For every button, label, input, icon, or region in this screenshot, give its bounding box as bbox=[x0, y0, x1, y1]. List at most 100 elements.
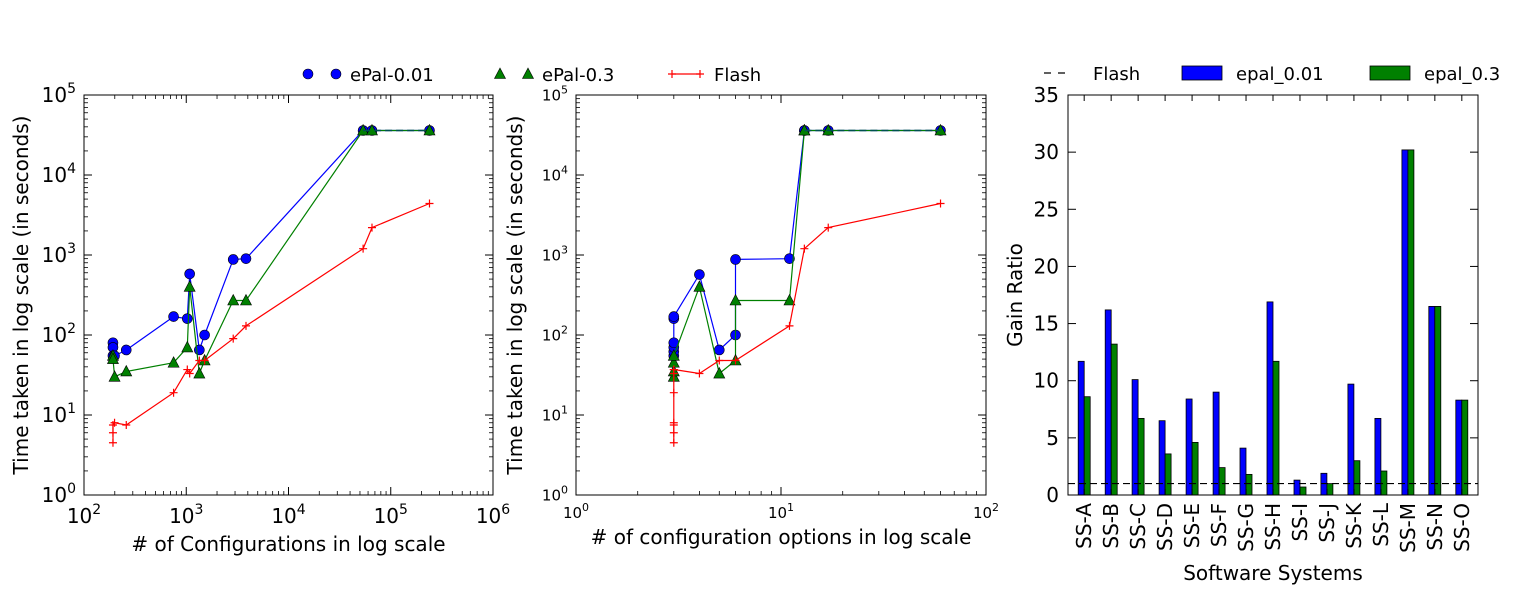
series-line bbox=[673, 129, 941, 377]
y-tick-label: 10 bbox=[1034, 369, 1059, 393]
y-axis-label: Time taken in log scale (in seconds) bbox=[503, 116, 527, 476]
bar-epal_0.01 bbox=[1212, 391, 1220, 496]
data-point bbox=[730, 254, 741, 265]
data-point bbox=[185, 369, 194, 378]
x-tick-label: SS-I bbox=[1288, 503, 1312, 542]
data-point bbox=[108, 370, 121, 382]
x-tick-label: 100 bbox=[563, 501, 589, 522]
data-point bbox=[240, 253, 252, 264]
data-point bbox=[669, 365, 678, 374]
data-point bbox=[822, 123, 835, 136]
bar-epal_0.3 bbox=[1461, 399, 1469, 496]
data-point bbox=[108, 428, 117, 437]
ticks bbox=[83, 94, 494, 496]
x-tick-label: SS-M bbox=[1396, 503, 1420, 553]
x-tick-label: 105 bbox=[374, 502, 408, 528]
series-ePal-0.01 bbox=[668, 125, 946, 362]
y-tick-label: 103 bbox=[42, 241, 76, 267]
series-line bbox=[112, 129, 430, 357]
legend-marker bbox=[696, 70, 704, 78]
bar-epal_0.01 bbox=[1455, 399, 1463, 496]
middle-chart: 100 101 102 100 101 102 103 104 105 # of configur… bbox=[503, 83, 999, 549]
series-line bbox=[112, 129, 430, 378]
data-point bbox=[110, 418, 119, 427]
legend-patch bbox=[1181, 65, 1223, 81]
data-point bbox=[167, 356, 180, 368]
data-point bbox=[200, 356, 209, 365]
x-tick-label: SS-D bbox=[1153, 503, 1177, 551]
bar-epal_0.3 bbox=[1110, 343, 1118, 496]
y-tick-label: 30 bbox=[1034, 140, 1059, 164]
x-tick-label: SS-B bbox=[1099, 503, 1123, 549]
y-axis-label: Gain Ratio bbox=[1003, 243, 1027, 347]
data-point bbox=[193, 366, 206, 379]
ticks bbox=[575, 94, 987, 496]
legend-label: epal_0.3 bbox=[1424, 64, 1500, 85]
x-tick-label: 106 bbox=[476, 502, 510, 528]
legend-label: Flash bbox=[1093, 64, 1140, 85]
data-point bbox=[694, 269, 705, 280]
data-point bbox=[182, 313, 193, 324]
y-tick-label: 101 bbox=[542, 403, 568, 424]
data-point bbox=[425, 199, 434, 208]
data-point bbox=[713, 344, 725, 356]
series-line bbox=[112, 202, 430, 443]
x-tick-label: SS-K bbox=[1342, 502, 1366, 549]
x-tick-label: 104 bbox=[271, 502, 305, 528]
series-Flash bbox=[669, 199, 945, 447]
y-tick-label: 20 bbox=[1034, 254, 1059, 278]
data-point bbox=[122, 420, 131, 429]
data-point bbox=[240, 293, 252, 306]
bar-epal_0.3 bbox=[1407, 149, 1415, 496]
data-point bbox=[423, 123, 436, 136]
data-point bbox=[800, 244, 809, 253]
bar-epal_0.01 bbox=[1401, 149, 1409, 496]
data-point bbox=[934, 123, 947, 136]
data-point bbox=[784, 253, 795, 264]
data-point bbox=[227, 293, 240, 306]
x-tick-label: 101 bbox=[768, 501, 794, 522]
data-point bbox=[695, 369, 704, 378]
bar-epal_0.01 bbox=[1428, 305, 1436, 496]
data-point bbox=[731, 356, 740, 365]
data-point bbox=[824, 223, 833, 232]
y-tick-label: 104 bbox=[542, 163, 568, 184]
bar-epal_0.01 bbox=[1347, 383, 1355, 496]
legend-marker bbox=[522, 67, 534, 79]
legend-marker bbox=[494, 67, 506, 79]
y-tick-label: 35 bbox=[1034, 83, 1059, 107]
data-point bbox=[783, 293, 796, 306]
data-point bbox=[669, 438, 678, 447]
x-tick-label: SS-J bbox=[1315, 503, 1339, 543]
bar-epal_0.3 bbox=[1083, 396, 1091, 496]
x-tick-label: 102 bbox=[67, 502, 101, 528]
y-tick-label: 15 bbox=[1034, 312, 1059, 336]
legend-item-Flash: Flash bbox=[1044, 64, 1140, 85]
legend-marker bbox=[330, 68, 342, 80]
x-tick-label: 103 bbox=[169, 502, 203, 528]
bar-epal_0.01 bbox=[1239, 447, 1247, 496]
y-tick-label: 25 bbox=[1034, 197, 1059, 221]
data-point bbox=[181, 340, 194, 353]
left-chart: 102 103 104 105 106 100 101 102 103 104 105 # of Co… bbox=[9, 81, 510, 556]
data-point bbox=[108, 438, 117, 447]
data-point bbox=[669, 428, 678, 437]
data-point bbox=[120, 344, 132, 356]
y-tick-label: 103 bbox=[542, 243, 568, 264]
series-ePal-0.01 bbox=[107, 125, 435, 362]
y-tick-label: 102 bbox=[42, 321, 76, 347]
data-point bbox=[785, 321, 794, 330]
legend-label: ePal-0.01 bbox=[350, 65, 434, 86]
y-tick-label: 105 bbox=[542, 83, 568, 104]
legend-top: ePal-0.01 ePal-0.3 Flash bbox=[302, 65, 761, 86]
data-point bbox=[715, 356, 724, 365]
bar-epal_0.3 bbox=[1191, 441, 1199, 496]
data-point bbox=[367, 223, 376, 232]
data-point bbox=[798, 123, 811, 136]
legend-label: Flash bbox=[714, 65, 761, 86]
series-Flash bbox=[108, 199, 434, 447]
bar-epal_0.01 bbox=[1077, 360, 1085, 496]
x-axis-label: # of Configurations in log scale bbox=[131, 532, 445, 556]
series-ePal-0.3 bbox=[667, 123, 947, 382]
